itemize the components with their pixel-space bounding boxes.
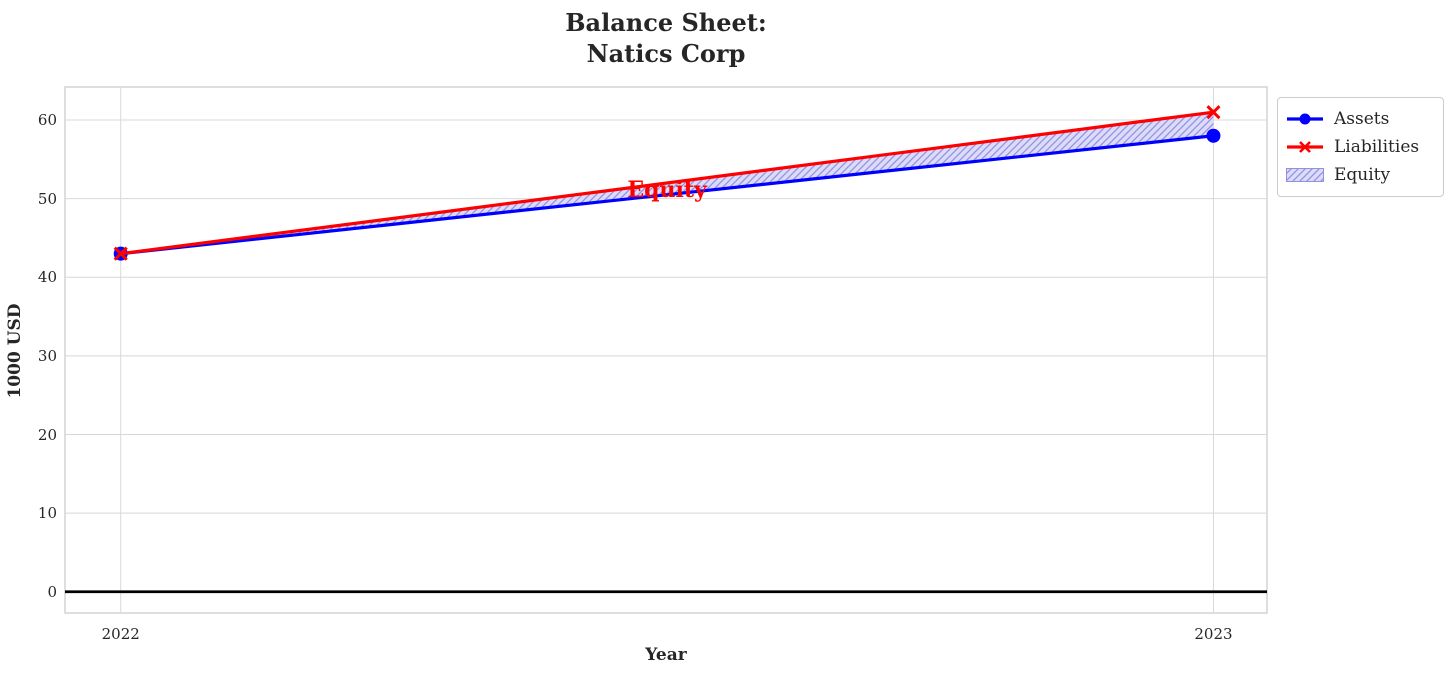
chart-title-line2: Natics Corp [586,39,746,68]
x-tick-label: 2023 [1194,625,1233,643]
liabilities-line-swatch-icon [1287,141,1323,153]
assets-marker [1206,128,1221,143]
legend-item-assets: Assets [1286,105,1435,133]
legend-label-equity: Equity [1334,165,1391,185]
legend-item-liabilities: Liabilities [1286,133,1435,161]
legend-label-assets: Assets [1334,109,1390,129]
chart-title: Balance Sheet: Natics Corp [0,7,1332,69]
legend-label-liabilities: Liabilities [1334,137,1420,157]
y-tick-label: 40 [37,268,57,287]
y-axis-label: 1000 USD [5,303,25,399]
equity-patch-swatch-icon [1286,168,1324,182]
y-tick-label: 60 [37,111,57,130]
legend: Assets Liabilities Equity [1277,97,1444,197]
y-tick-label: 20 [37,425,57,444]
y-tick-label: 30 [37,346,57,365]
liabilities-line [120,110,1214,256]
chart-title-line1: Balance Sheet: [565,8,767,37]
x-tick-label: 2022 [101,625,140,643]
x-axis-label: Year [645,645,687,665]
y-tick-label: 10 [37,504,57,523]
liabilities-marker [1206,105,1221,120]
y-tick-label: 50 [37,189,57,208]
plot-background [64,86,1268,614]
y-tick-label: 0 [47,582,57,601]
assets-line-swatch-icon [1287,113,1323,125]
equity-annotation: Equity [627,176,707,203]
liabilities-marker [113,246,128,261]
legend-item-equity: Equity [1286,161,1435,189]
assets-line [120,134,1214,256]
